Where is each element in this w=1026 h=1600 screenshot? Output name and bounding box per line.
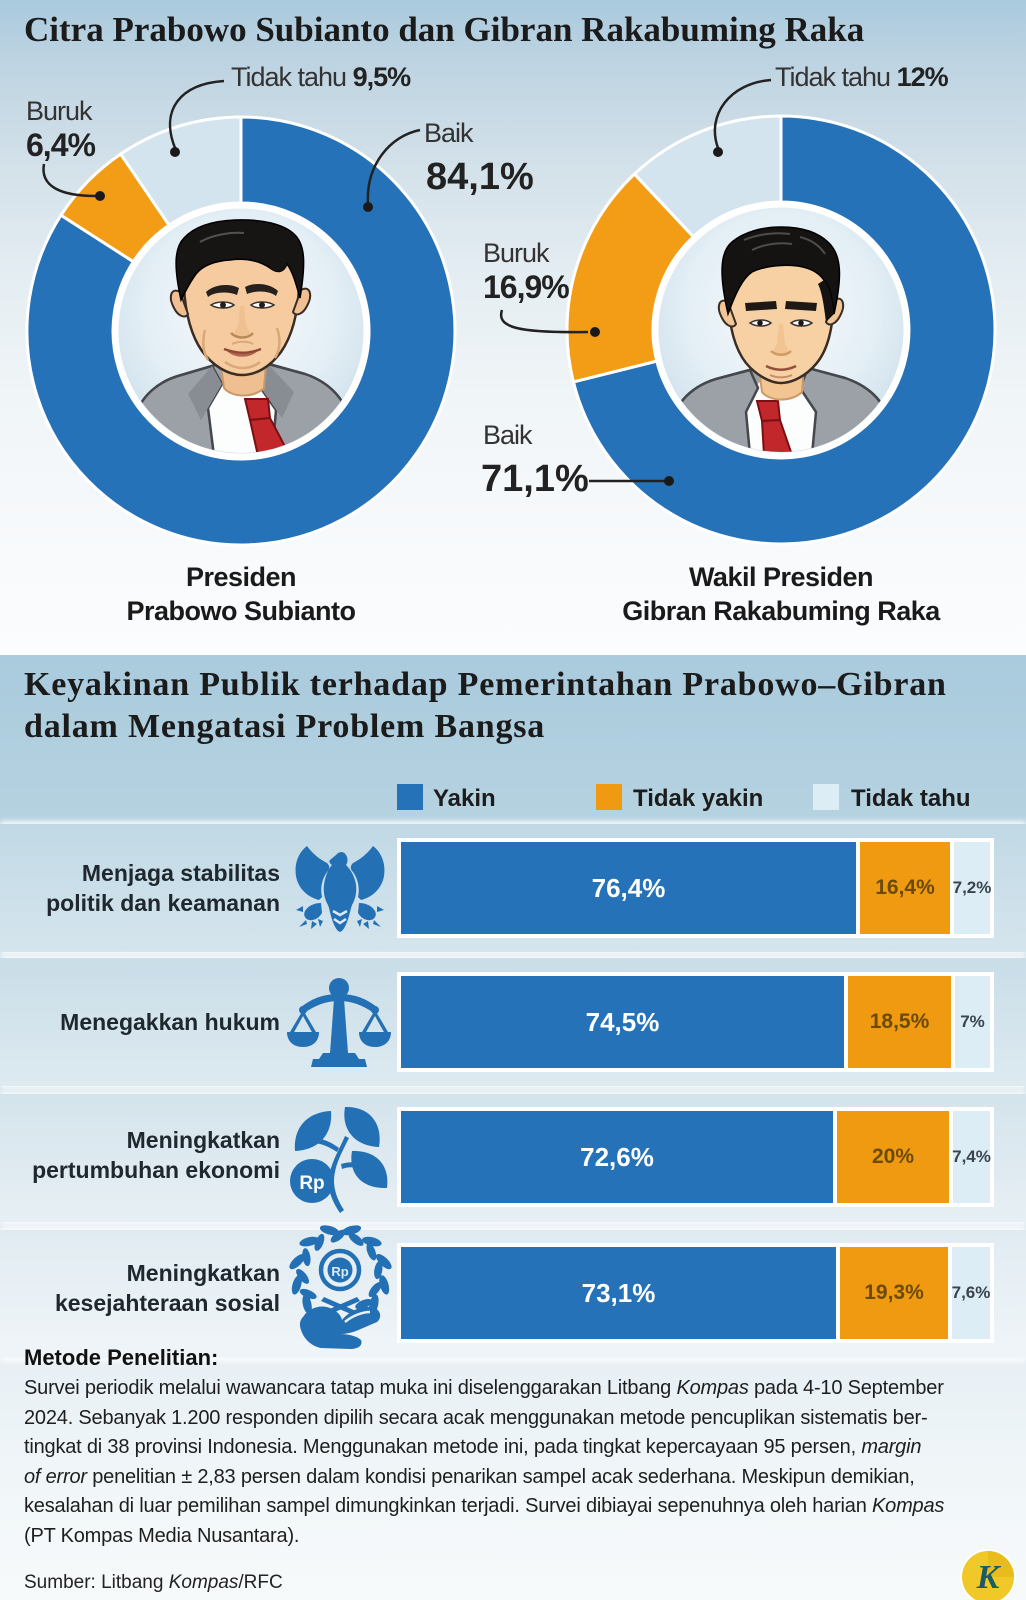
svg-text:Rp: Rp	[299, 1173, 324, 1194]
svg-text:Rp: Rp	[331, 1264, 348, 1279]
svg-text:K: K	[976, 1559, 1002, 1596]
